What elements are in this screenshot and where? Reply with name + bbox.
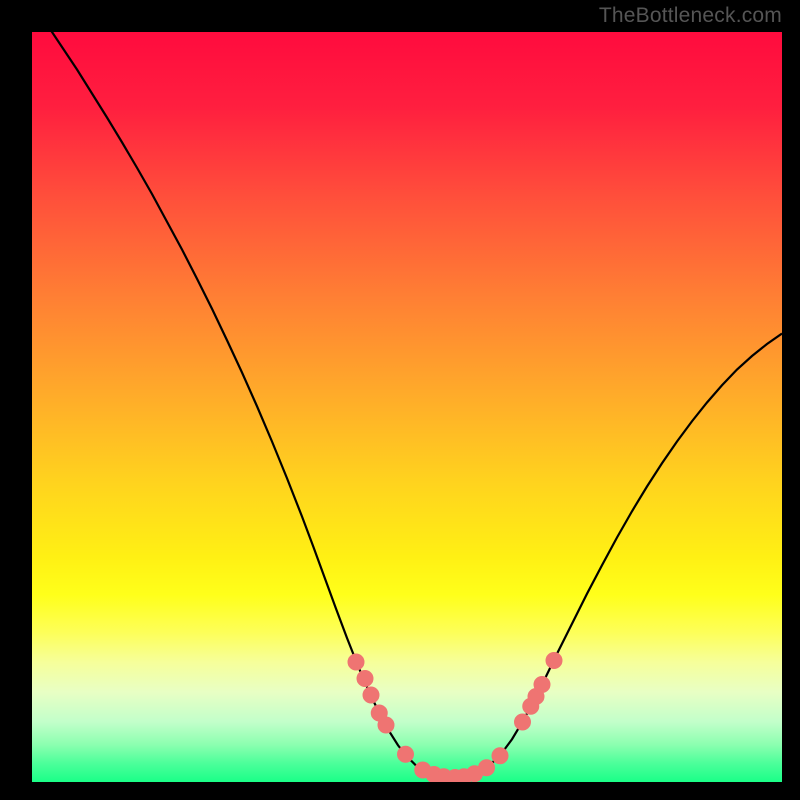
watermark-text: TheBottleneck.com [599,4,782,28]
chart-plot-area [32,32,782,782]
gradient-background [32,32,782,782]
